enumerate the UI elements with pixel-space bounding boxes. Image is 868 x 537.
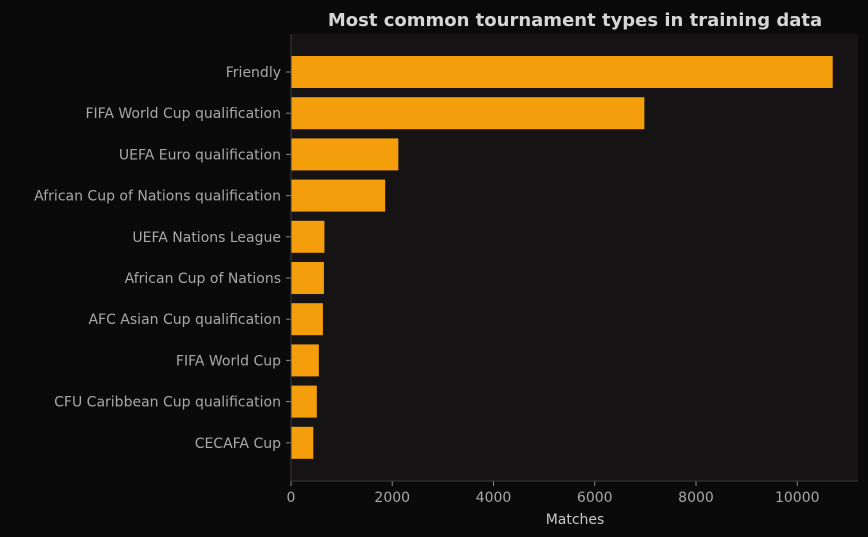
y-tick-label: African Cup of Nations — [125, 271, 281, 287]
bar — [291, 344, 319, 377]
y-tick-label: CFU Caribbean Cup qualification — [54, 395, 281, 411]
bar — [291, 303, 323, 336]
x-tick-label: 8000 — [678, 490, 714, 506]
x-tick-label: 10000 — [775, 490, 820, 506]
x-tick-label: 6000 — [577, 490, 613, 506]
x-tick-label: 2000 — [374, 490, 410, 506]
x-axis-ticks: 0 2000 4000 6000 8000 10000 — [287, 481, 820, 506]
y-tick-label: CECAFA Cup — [195, 436, 281, 452]
y-tick-label: Friendly — [226, 65, 281, 81]
y-tick-label: FIFA World Cup — [176, 353, 281, 369]
y-tick-label: AFC Asian Cup qualification — [88, 312, 281, 328]
x-axis-label: Matches — [546, 512, 605, 528]
bar — [291, 56, 833, 88]
bars-layer — [291, 56, 833, 459]
x-tick-label: 0 — [287, 490, 296, 506]
bar — [291, 179, 386, 212]
chart-title: Most common tournament types in training… — [328, 10, 822, 31]
bar — [291, 426, 314, 459]
y-tick-label: UEFA Nations League — [132, 230, 281, 246]
y-tick-label: UEFA Euro qualification — [119, 147, 281, 163]
y-tick-label: FIFA World Cup qualification — [85, 106, 281, 122]
bar — [291, 138, 399, 171]
bar — [291, 262, 324, 294]
bar — [291, 97, 645, 130]
y-axis-labels: Friendly FIFA World Cup qualification UEFA… — [34, 65, 291, 452]
x-tick-label: 4000 — [476, 490, 512, 506]
bar — [291, 220, 325, 253]
y-tick-label: African Cup of Nations qualification — [34, 189, 281, 205]
bar — [291, 385, 317, 418]
